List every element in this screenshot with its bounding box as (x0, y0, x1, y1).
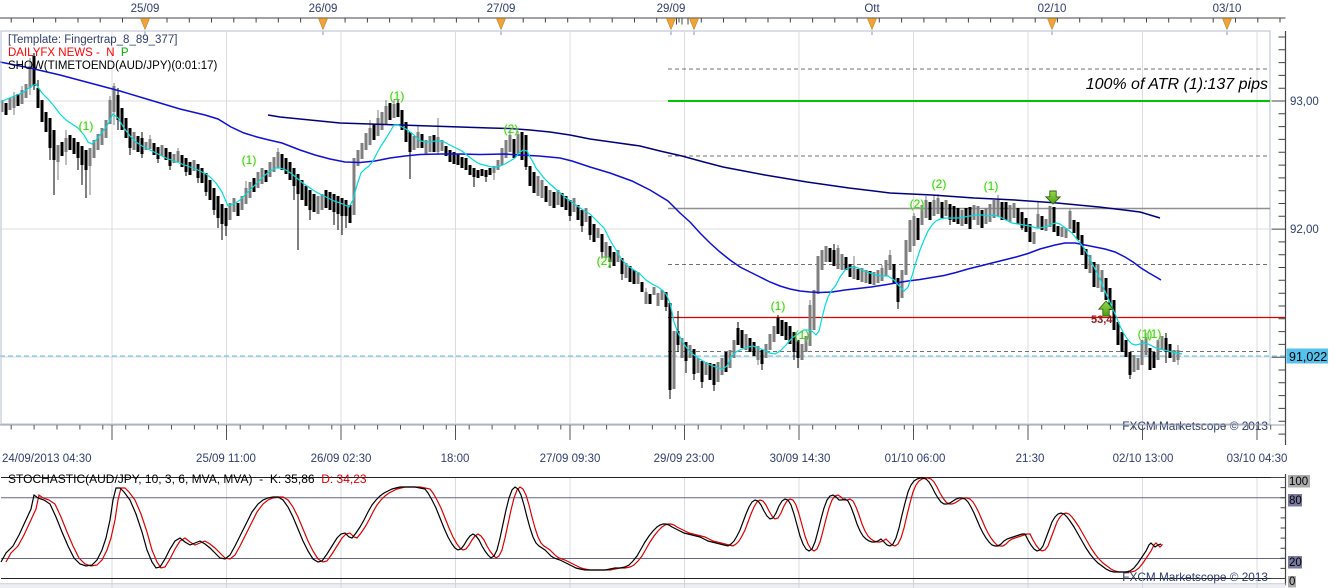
svg-text:26/09: 26/09 (309, 3, 338, 15)
svg-text:(1): (1) (1147, 327, 1162, 341)
svg-text:24/09/2013 04:30: 24/09/2013 04:30 (2, 453, 92, 465)
svg-text:26/09 02:30: 26/09 02:30 (311, 453, 372, 465)
svg-text:0: 0 (1289, 576, 1295, 588)
svg-text:27/09: 27/09 (487, 3, 516, 15)
svg-text:30/09 14:30: 30/09 14:30 (770, 453, 831, 465)
svg-text:DAILYFX NEWS - N P: DAILYFX NEWS - N P (8, 47, 129, 59)
svg-text:(1): (1) (795, 328, 810, 342)
svg-text:18:00: 18:00 (441, 453, 470, 465)
svg-text:21:30: 21:30 (1016, 453, 1045, 465)
svg-text:02/10: 02/10 (1038, 3, 1067, 15)
svg-text:100: 100 (1289, 476, 1308, 488)
svg-text:80: 80 (1289, 495, 1302, 507)
svg-text:02/10 13:00: 02/10 13:00 (1113, 453, 1174, 465)
svg-text:25/09: 25/09 (131, 3, 160, 15)
svg-text:SHOW(TIMETOEND(AUD/JPY)(0:01:1: SHOW(TIMETOEND(AUD/JPY)(0:01:17) (8, 60, 218, 72)
svg-text:20: 20 (1289, 557, 1302, 569)
svg-text:[Template: Fingertrap_8_89_377: [Template: Fingertrap_8_89_377] (8, 34, 177, 46)
svg-text:100% of ATR (1):137 pips: 100% of ATR (1):137 pips (1086, 76, 1268, 93)
svg-text:(1): (1) (984, 179, 999, 193)
svg-text:(1): (1) (771, 299, 786, 313)
svg-text:(1): (1) (242, 153, 257, 167)
svg-text:53,4: 53,4 (1091, 314, 1113, 326)
svg-text:(2): (2) (910, 197, 925, 211)
svg-text:(1): (1) (390, 89, 405, 103)
svg-text:93,00: 93,00 (1290, 96, 1319, 108)
svg-text:92,00: 92,00 (1290, 224, 1319, 236)
svg-text:03/10 04:30: 03/10 04:30 (1227, 453, 1288, 465)
svg-text:01/10 06:00: 01/10 06:00 (885, 453, 946, 465)
svg-text:FXCM Marketscope © 2013: FXCM Marketscope © 2013 (1122, 570, 1268, 584)
svg-text:(2): (2) (932, 177, 947, 191)
svg-text:29/09 23:00: 29/09 23:00 (654, 453, 715, 465)
svg-text:27/09 09:30: 27/09 09:30 (540, 453, 601, 465)
svg-text:(1): (1) (1138, 327, 1153, 341)
svg-text:STOCHASTIC(AUD/JPY, 10, 3, 6,: STOCHASTIC(AUD/JPY, 10, 3, 6, MVA, MVA) … (8, 472, 367, 486)
svg-text:(2): (2) (597, 254, 612, 268)
svg-text:Ott: Ott (864, 3, 880, 15)
svg-text:(2): (2) (504, 122, 519, 136)
svg-text:03/10: 03/10 (1213, 3, 1242, 15)
svg-text:91,022: 91,022 (1289, 350, 1327, 364)
svg-text:25/09 11:00: 25/09 11:00 (196, 453, 256, 465)
svg-text:(1): (1) (79, 119, 94, 133)
svg-text:29/09: 29/09 (657, 3, 686, 15)
svg-text:FXCM Marketscope © 2013: FXCM Marketscope © 2013 (1122, 419, 1268, 433)
